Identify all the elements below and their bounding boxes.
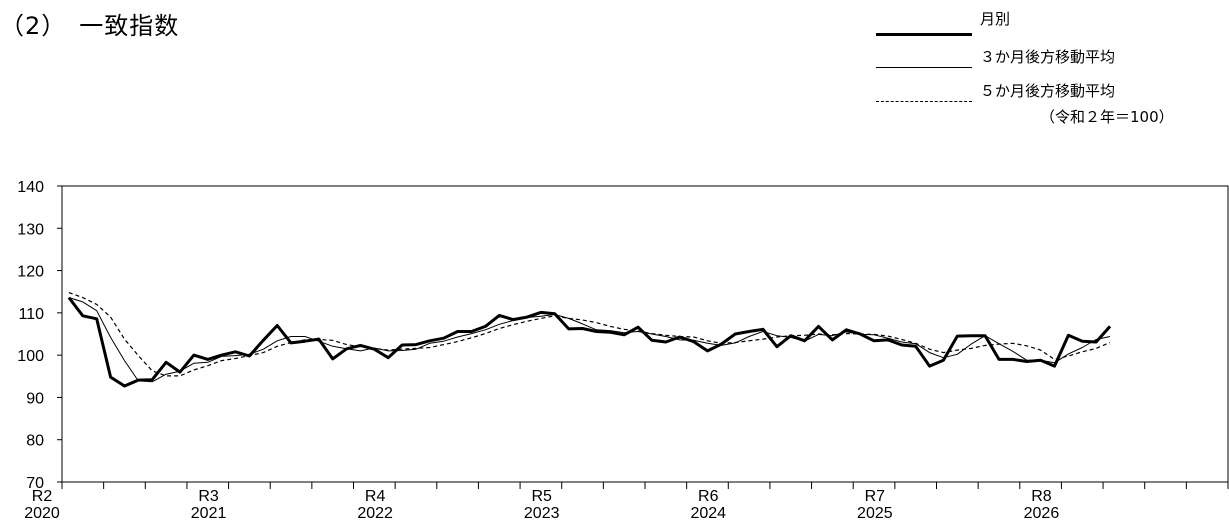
y-tick-label: 100 xyxy=(17,348,44,365)
x-tick-label-year: 2023 xyxy=(524,505,560,522)
legend-line-thin xyxy=(876,67,972,68)
legend-label-monthly: 月別 xyxy=(980,10,1011,28)
y-tick-label: 70 xyxy=(26,475,44,492)
x-tick-label-year: 2022 xyxy=(357,505,393,522)
y-tick-label: 140 xyxy=(17,179,44,196)
legend-item-3month-average: ３か月後方移動平均 xyxy=(876,44,1216,68)
legend-line-dashed xyxy=(876,101,972,102)
x-tick-label-era: R2 xyxy=(32,488,53,505)
legend-item-5month-average: ５か月後方移動平均 xyxy=(876,78,1216,102)
page-title: （2） 一致指数 xyxy=(0,12,180,40)
x-tick-label-era: R3 xyxy=(198,488,219,505)
series-line-monthly xyxy=(67,296,1112,388)
legend-label-3month-average: ３か月後方移動平均 xyxy=(980,48,1116,66)
x-tick-label-era: R6 xyxy=(698,488,719,505)
x-tick-label-era: R4 xyxy=(365,488,386,505)
series-line-5month-average xyxy=(68,292,1111,377)
y-tick-label: 110 xyxy=(18,306,44,323)
y-tick-label: 130 xyxy=(17,221,44,238)
unit-note: （令和２年＝100） xyxy=(1040,108,1174,126)
y-tick-label: 90 xyxy=(26,390,44,407)
x-tick-label-era: R7 xyxy=(865,488,886,505)
x-tick-label-year: 2024 xyxy=(690,505,726,522)
x-tick-label-year: 2025 xyxy=(857,505,893,522)
x-tick-label-year: 2021 xyxy=(191,505,227,522)
legend-line-thick xyxy=(876,33,972,36)
x-tick-label-year: 2026 xyxy=(1024,505,1060,522)
y-tick-label: 120 xyxy=(17,264,44,281)
legend-item-monthly: 月別 xyxy=(876,6,1216,36)
legend-label-5month-average: ５か月後方移動平均 xyxy=(980,82,1116,100)
x-tick-label-era: R8 xyxy=(1031,488,1052,505)
x-tick-label-year: 2020 xyxy=(24,505,60,522)
y-tick-label: 80 xyxy=(26,433,44,450)
x-tick-label-era: R5 xyxy=(531,488,552,505)
